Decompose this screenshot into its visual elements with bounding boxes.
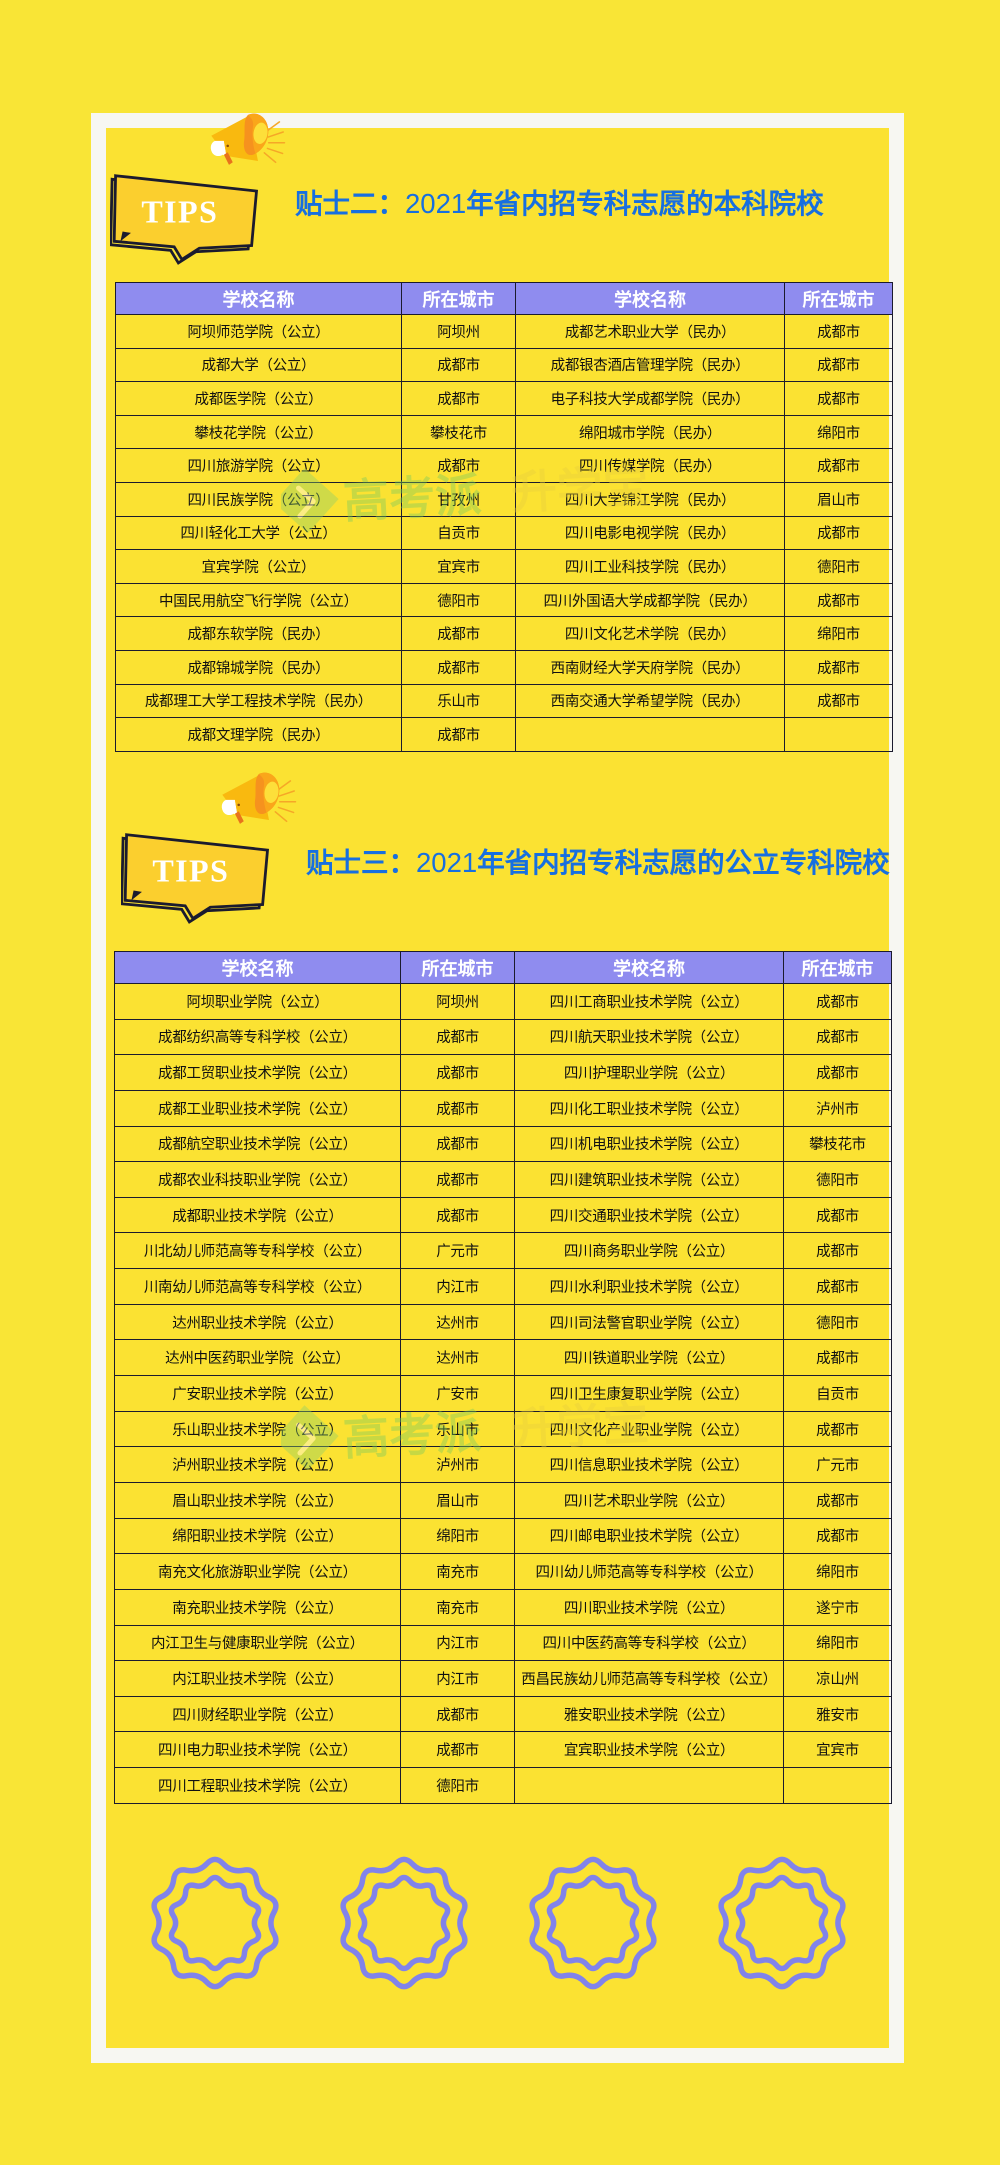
svg-text:TIPS: TIPS	[152, 852, 229, 888]
svg-text:TIPS: TIPS	[141, 193, 218, 229]
